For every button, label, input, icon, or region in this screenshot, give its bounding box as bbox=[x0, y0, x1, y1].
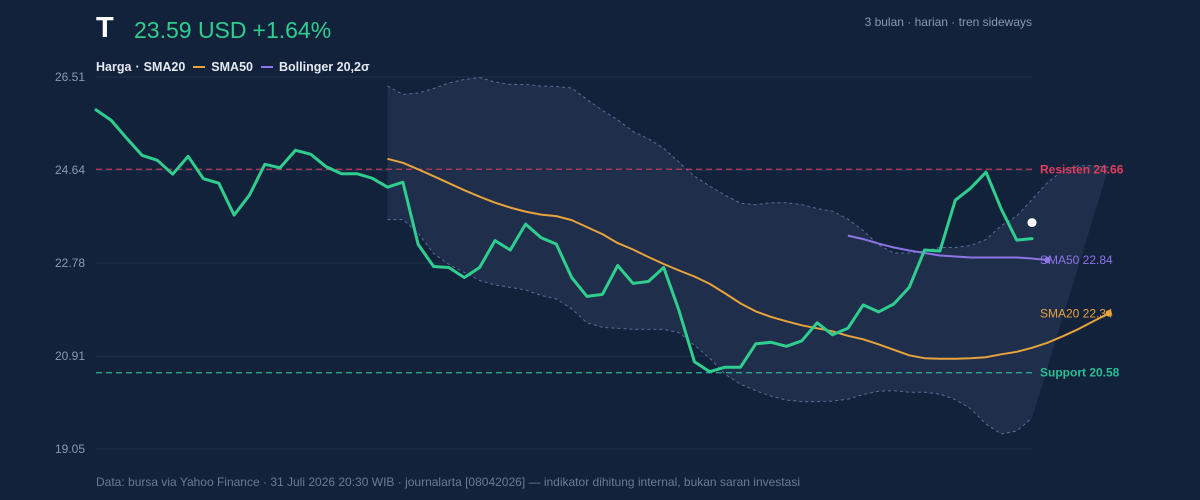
legend-bollinger: Bollinger 20,2σ bbox=[278, 60, 370, 74]
sma50-line bbox=[847, 234, 1048, 261]
legend-sma50: SMA50 bbox=[211, 60, 253, 74]
bollinger-fill bbox=[387, 77, 1109, 434]
sma50-end-label: SMA50 22.84 bbox=[1040, 253, 1113, 267]
last-price: 23.59 USD bbox=[134, 17, 247, 43]
resistance-label: Resisten 24.66 bbox=[1040, 162, 1124, 176]
bollinger-band bbox=[387, 76, 1109, 435]
legend-sma50-swatch bbox=[260, 66, 273, 68]
series-lines bbox=[94, 108, 1112, 374]
y-tick-label: 26.51 bbox=[55, 70, 85, 84]
legend-sma20-swatch bbox=[193, 66, 206, 68]
support-resistance-lines bbox=[96, 168, 1032, 374]
last-close-dot bbox=[1027, 218, 1037, 228]
sma20-end-label: SMA20 22.34 bbox=[1040, 306, 1113, 320]
legend-price: Harga bbox=[96, 60, 132, 74]
y-tick-label: 24.64 bbox=[55, 163, 85, 177]
chart-meta: 3 bulan · harian · tren sideways bbox=[864, 15, 1032, 29]
y-tick-label: 22.78 bbox=[55, 256, 85, 270]
legend-sma20: SMA20 bbox=[143, 60, 186, 74]
sma20-line bbox=[387, 157, 1110, 360]
sma50-end-dot bbox=[1044, 256, 1051, 264]
bollinger-lower-line bbox=[387, 219, 1033, 435]
sma20-end-dot bbox=[1105, 310, 1112, 317]
price-readout: 23.59 USD +1.64% bbox=[134, 17, 337, 44]
price-change: +1.64% bbox=[252, 17, 332, 43]
y-tick-label: 20.91 bbox=[55, 349, 85, 363]
ticker-symbol: T bbox=[96, 12, 114, 44]
chart-footer: Data: bursa via Yahoo Finance · 31 Juli … bbox=[96, 475, 800, 489]
bollinger-upper-line bbox=[387, 76, 1109, 254]
support-label: Support 20.58 bbox=[1040, 366, 1120, 380]
y-tick-label: 19.05 bbox=[55, 442, 85, 456]
price-line bbox=[94, 108, 1034, 374]
legend-separator: · bbox=[135, 60, 140, 74]
chart-legend: Harga · SMA20 SMA50 Bollinger 20,2σ bbox=[96, 60, 374, 74]
axis-and-end-labels: 26.51 24.64 22.78 20.91 19.05 Resisten 24.66 S… bbox=[55, 70, 1124, 456]
